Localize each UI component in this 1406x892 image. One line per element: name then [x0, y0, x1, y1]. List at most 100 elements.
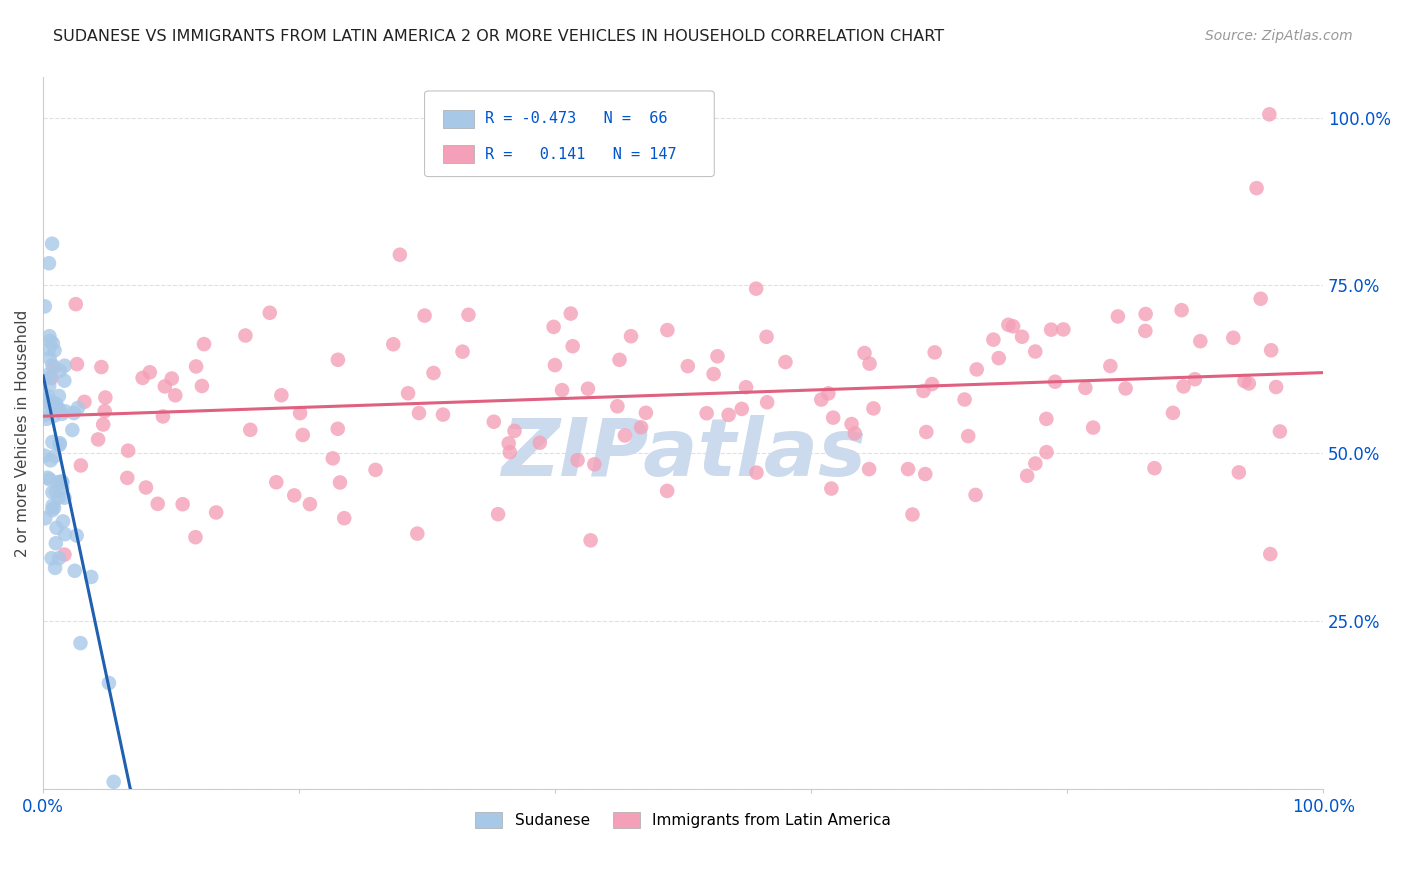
Point — [117, 471, 139, 485]
Point — [703, 367, 725, 381]
Legend: Sudanese, Immigrants from Latin America: Sudanese, Immigrants from Latin America — [468, 806, 897, 834]
Point — [1040, 323, 1063, 337]
Point — [388, 248, 411, 262]
Point — [44, 449, 66, 463]
Point — [915, 425, 938, 439]
Point — [897, 462, 920, 476]
Point — [153, 379, 176, 393]
Point — [841, 417, 863, 431]
Point — [41, 503, 63, 517]
Point — [676, 359, 699, 373]
Point — [41, 401, 63, 415]
Point — [38, 351, 60, 365]
Point — [696, 406, 718, 420]
Point — [997, 318, 1019, 332]
Point — [560, 307, 582, 321]
Point — [283, 488, 305, 502]
Point — [413, 309, 436, 323]
Point — [69, 458, 91, 473]
Point — [853, 346, 876, 360]
Point — [288, 406, 311, 420]
Point — [41, 485, 63, 500]
Point — [45, 536, 67, 550]
Point — [503, 424, 526, 438]
Point — [329, 475, 352, 490]
Point — [38, 378, 60, 392]
Point — [87, 433, 110, 447]
Point — [630, 420, 652, 434]
Point — [1011, 330, 1033, 344]
Point — [1143, 461, 1166, 475]
Point — [756, 395, 779, 409]
Point — [44, 343, 66, 358]
Point — [567, 453, 589, 467]
Point — [38, 329, 60, 343]
Point — [858, 462, 880, 476]
Point — [1233, 374, 1256, 388]
Point — [1260, 343, 1282, 358]
Point — [184, 530, 207, 544]
Point — [48, 438, 70, 452]
Point — [66, 401, 89, 415]
Point — [1184, 372, 1206, 386]
Point — [46, 475, 69, 490]
Point — [53, 527, 76, 541]
Point — [34, 393, 56, 408]
Point — [422, 366, 444, 380]
Point — [41, 236, 63, 251]
Point — [51, 407, 73, 421]
Point — [965, 488, 987, 502]
Point — [1258, 107, 1281, 121]
Point — [1265, 380, 1288, 394]
Point — [45, 521, 67, 535]
Point — [1227, 466, 1250, 480]
Point — [80, 570, 103, 584]
Point — [131, 371, 153, 385]
Point — [53, 491, 76, 505]
Point — [152, 409, 174, 424]
Point — [135, 481, 157, 495]
Point — [544, 358, 567, 372]
Point — [322, 451, 344, 466]
Point — [1189, 334, 1212, 348]
Point — [326, 422, 349, 436]
Point — [966, 362, 988, 376]
Point — [606, 399, 628, 413]
Point — [39, 370, 62, 384]
Point — [912, 384, 935, 398]
Point — [498, 436, 520, 450]
Point — [37, 389, 59, 403]
Point — [42, 336, 65, 351]
Point — [620, 329, 643, 343]
Point — [914, 467, 936, 481]
Point — [613, 428, 636, 442]
Point — [382, 337, 405, 351]
Point — [775, 355, 797, 369]
Point — [165, 388, 187, 402]
Text: SUDANESE VS IMMIGRANTS FROM LATIN AMERICA 2 OR MORE VEHICLES IN HOUSEHOLD CORREL: SUDANESE VS IMMIGRANTS FROM LATIN AMERIC… — [53, 29, 945, 45]
Point — [576, 382, 599, 396]
Point — [191, 379, 214, 393]
Point — [1222, 331, 1244, 345]
Point — [1002, 319, 1025, 334]
Point — [41, 434, 63, 449]
Point — [634, 406, 657, 420]
Point — [235, 328, 257, 343]
Point — [755, 330, 778, 344]
Point — [34, 511, 56, 525]
Point — [38, 256, 60, 270]
Point — [1035, 445, 1057, 459]
Point — [1135, 307, 1157, 321]
Point — [41, 397, 63, 411]
Point — [55, 404, 77, 418]
Point — [97, 676, 120, 690]
Point — [51, 475, 73, 490]
Point — [1135, 324, 1157, 338]
Point — [482, 415, 505, 429]
Point — [1170, 303, 1192, 318]
Point — [44, 561, 66, 575]
Text: R = -0.473   N =  66: R = -0.473 N = 66 — [485, 112, 668, 126]
Point — [53, 548, 76, 562]
Point — [93, 404, 115, 418]
Point — [35, 412, 58, 426]
